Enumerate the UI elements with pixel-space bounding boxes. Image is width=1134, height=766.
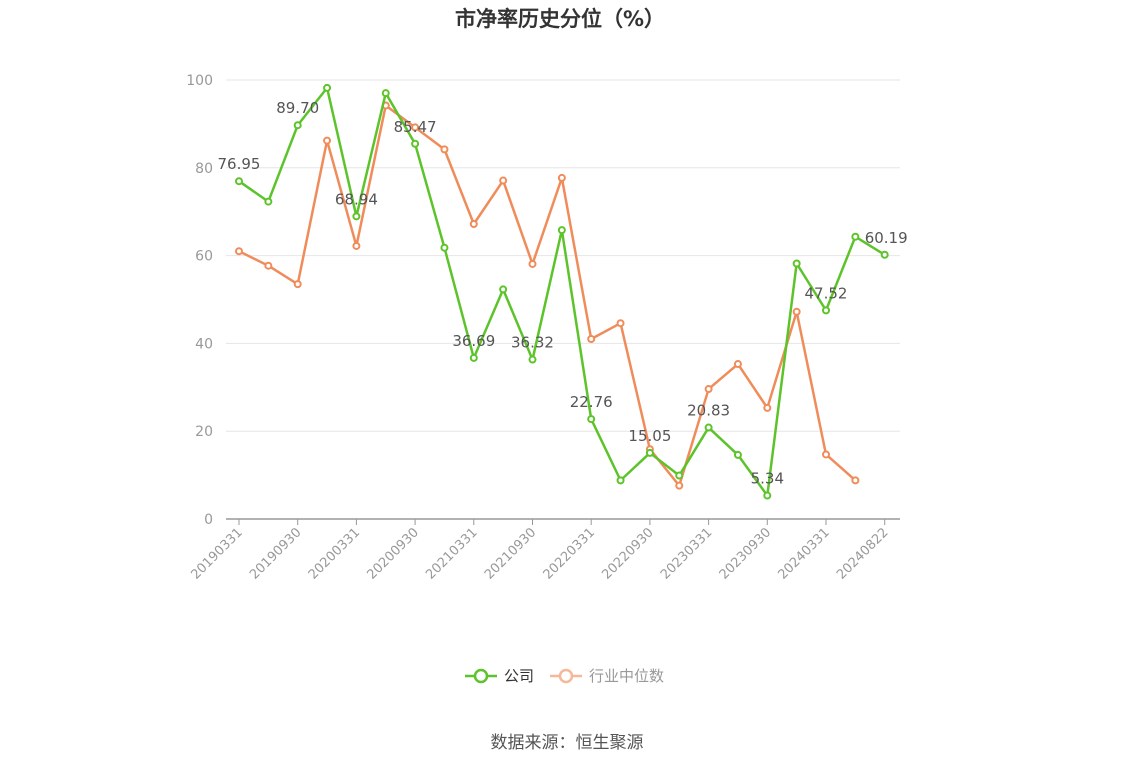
data-label: 36.69 — [452, 332, 495, 350]
series-layer — [235, 83, 889, 500]
y-tick-label: 0 — [204, 512, 213, 528]
x-tick-label: 20210331 — [423, 525, 480, 582]
data-label: 47.52 — [805, 284, 848, 302]
data-point[interactable] — [323, 136, 332, 145]
grid-lines — [226, 79, 900, 432]
data-point[interactable] — [616, 319, 625, 328]
legend-item-industry-median[interactable]: 行业中位数 — [550, 667, 664, 685]
data-label: 15.05 — [628, 427, 671, 445]
data-label: 89.70 — [276, 99, 319, 117]
data-point[interactable] — [675, 481, 684, 490]
data-point[interactable] — [264, 197, 273, 206]
data-point[interactable] — [352, 212, 361, 221]
series-industry-median — [235, 101, 860, 490]
data-point[interactable] — [792, 259, 801, 268]
data-point[interactable] — [675, 471, 684, 480]
x-axis: 20190331 20190930 20200331 20200930 20210331… — [188, 518, 900, 583]
data-label: 22.76 — [570, 393, 613, 411]
legend-marker-icon — [558, 668, 574, 684]
data-point[interactable] — [440, 145, 449, 154]
data-point[interactable] — [381, 89, 390, 98]
x-tick-label: 20200930 — [365, 525, 422, 582]
data-point[interactable] — [469, 353, 478, 362]
series-line — [238, 86, 886, 497]
data-point[interactable] — [440, 243, 449, 252]
data-point[interactable] — [587, 335, 596, 344]
data-point[interactable] — [557, 226, 566, 235]
data-point[interactable] — [733, 360, 742, 369]
data-point[interactable] — [323, 83, 332, 92]
data-point[interactable] — [411, 123, 420, 132]
data-point[interactable] — [645, 448, 654, 457]
x-tick-label: 20190930 — [247, 525, 304, 582]
data-point[interactable] — [880, 250, 889, 259]
data-label: 20.83 — [687, 402, 730, 420]
legend-marker-icon — [473, 668, 489, 684]
y-axis: 0 20 40 60 80 100 — [186, 73, 213, 528]
x-tick-label: 20220331 — [541, 525, 598, 582]
data-point[interactable] — [528, 259, 537, 268]
x-tick-label: 20240331 — [775, 525, 832, 582]
data-point[interactable] — [528, 355, 537, 364]
y-tick-label: 20 — [195, 424, 213, 440]
data-point[interactable] — [293, 280, 302, 289]
data-label: 36.32 — [511, 334, 554, 352]
data-point[interactable] — [499, 176, 508, 185]
y-tick-label: 100 — [186, 73, 213, 89]
data-point[interactable] — [851, 232, 860, 241]
y-tick-label: 80 — [195, 161, 213, 177]
data-point[interactable] — [352, 241, 361, 250]
data-point[interactable] — [704, 385, 713, 394]
data-point[interactable] — [763, 403, 772, 412]
data-point[interactable] — [235, 247, 243, 256]
data-point[interactable] — [499, 285, 508, 294]
data-point[interactable] — [851, 476, 860, 485]
data-point[interactable] — [792, 307, 801, 316]
x-tick-label: 20190331 — [188, 525, 245, 582]
data-label: 5.34 — [751, 470, 784, 488]
data-point[interactable] — [293, 121, 302, 130]
data-point[interactable] — [704, 423, 713, 432]
legend-label: 行业中位数 — [589, 667, 664, 685]
y-tick-label: 40 — [195, 336, 213, 352]
y-tick-label: 60 — [195, 249, 213, 265]
data-label: 68.94 — [335, 190, 378, 208]
data-point[interactable] — [822, 306, 830, 315]
series-company — [235, 83, 889, 500]
data-point[interactable] — [733, 450, 742, 459]
data-point[interactable] — [264, 261, 273, 270]
series-line — [238, 104, 857, 487]
x-tick-label: 20230930 — [717, 525, 774, 582]
data-point[interactable] — [822, 450, 830, 459]
x-tick-label: 20210930 — [482, 525, 539, 582]
data-label: 85.47 — [394, 118, 437, 136]
chart-title: 市净率历史分位（%） — [455, 7, 665, 31]
x-tick-label: 20230331 — [658, 525, 715, 582]
x-tick-label: 20220930 — [599, 525, 656, 582]
data-point[interactable] — [411, 139, 420, 148]
data-point[interactable] — [469, 219, 478, 228]
source-note: 数据来源：恒生聚源 — [491, 733, 644, 753]
data-point[interactable] — [235, 177, 243, 186]
data-label: 76.95 — [218, 155, 261, 173]
x-tick-label: 20200331 — [306, 525, 363, 582]
data-label: 60.19 — [865, 229, 908, 247]
data-point[interactable] — [616, 476, 625, 485]
data-point[interactable] — [587, 415, 596, 424]
data-labels: 76.95 89.70 68.94 85.47 36.69 36.32 22.76 15.05… — [218, 99, 908, 487]
legend[interactable]: 公司 行业中位数 — [465, 667, 664, 685]
x-tick-label: 20240822 — [834, 525, 891, 582]
legend-item-company[interactable]: 公司 — [465, 667, 534, 685]
legend-label: 公司 — [504, 667, 534, 685]
data-point[interactable] — [557, 173, 566, 182]
data-point[interactable] — [763, 491, 772, 500]
